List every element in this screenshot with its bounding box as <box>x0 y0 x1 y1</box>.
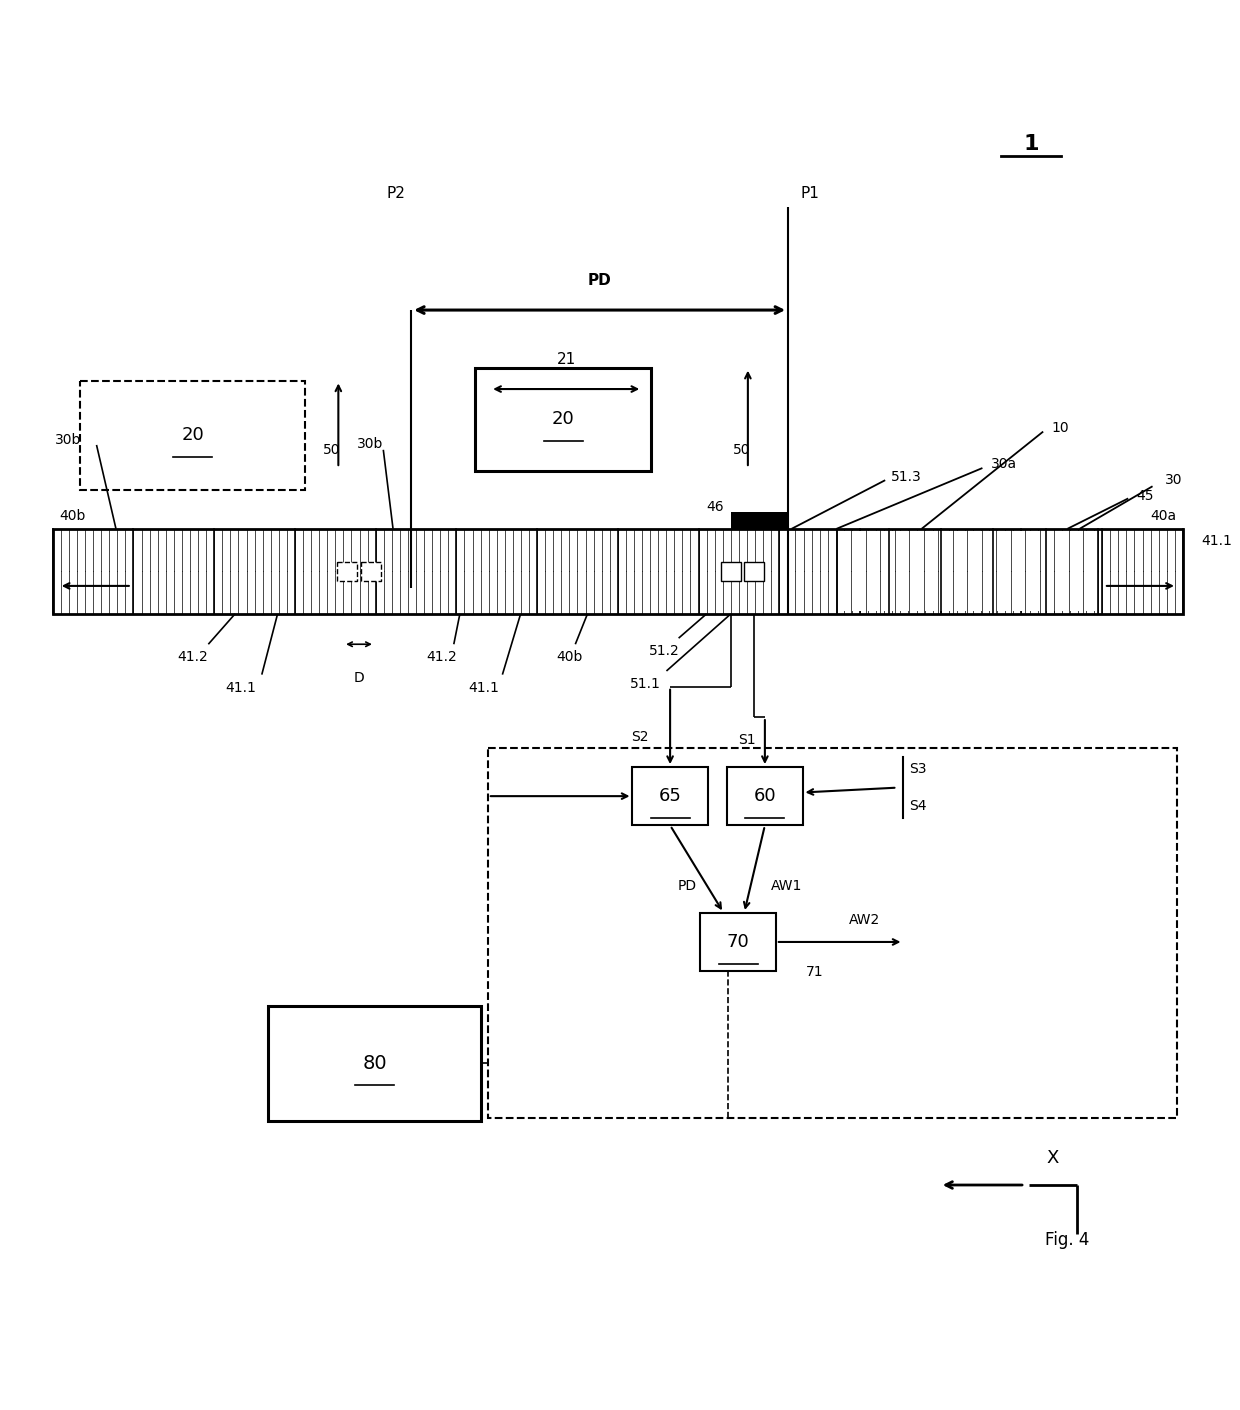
Text: 41.2: 41.2 <box>177 650 208 664</box>
Text: 30: 30 <box>1164 474 1182 488</box>
Text: 60: 60 <box>754 787 776 805</box>
Text: S4: S4 <box>909 799 928 812</box>
Text: 50: 50 <box>733 443 750 457</box>
Text: 40b: 40b <box>58 509 86 523</box>
Text: Fig. 4: Fig. 4 <box>1045 1231 1090 1249</box>
Bar <box>722 561 740 581</box>
Text: 41.1: 41.1 <box>226 681 257 695</box>
Bar <box>337 561 357 581</box>
Bar <box>361 561 381 581</box>
Text: 40a: 40a <box>1151 509 1177 523</box>
Text: 65: 65 <box>658 787 682 805</box>
Text: 30b: 30b <box>357 437 383 451</box>
Text: 51.3: 51.3 <box>892 470 923 484</box>
Text: S3: S3 <box>909 763 928 777</box>
Bar <box>269 1005 481 1121</box>
Bar <box>487 747 1177 1118</box>
Bar <box>744 561 764 581</box>
Text: 50: 50 <box>324 443 341 457</box>
Bar <box>727 767 802 825</box>
Text: 10: 10 <box>1052 422 1069 434</box>
Bar <box>632 767 708 825</box>
Bar <box>837 532 1097 612</box>
Text: 30a: 30a <box>991 457 1017 471</box>
Bar <box>701 912 776 971</box>
Bar <box>475 368 651 471</box>
Text: 41.2: 41.2 <box>427 650 458 664</box>
Text: PD: PD <box>677 878 697 893</box>
Text: 51.1: 51.1 <box>630 677 661 691</box>
Text: AW1: AW1 <box>771 878 802 893</box>
Text: 70: 70 <box>727 933 749 950</box>
Bar <box>730 512 789 529</box>
Text: S1: S1 <box>738 733 755 747</box>
Text: AW2: AW2 <box>848 914 880 928</box>
Text: 45: 45 <box>1137 489 1154 503</box>
Bar <box>81 381 305 489</box>
Text: D: D <box>353 671 365 685</box>
Text: 1: 1 <box>1023 134 1039 154</box>
Text: PD: PD <box>588 274 611 288</box>
Text: X: X <box>1047 1149 1059 1167</box>
Text: 80: 80 <box>362 1055 387 1073</box>
Text: 40b: 40b <box>556 650 583 664</box>
Text: 51.2: 51.2 <box>649 644 680 658</box>
Bar <box>53 529 1183 613</box>
Text: 71: 71 <box>806 966 823 980</box>
Text: P2: P2 <box>387 186 405 200</box>
Text: 21: 21 <box>557 352 575 367</box>
Text: P1: P1 <box>800 186 818 200</box>
Text: 41.1: 41.1 <box>469 681 500 695</box>
Text: 46: 46 <box>706 501 724 515</box>
Text: 30b: 30b <box>56 433 82 447</box>
Text: 41.1: 41.1 <box>1202 534 1233 548</box>
Text: S2: S2 <box>631 729 649 743</box>
Text: 20: 20 <box>552 410 574 429</box>
Text: 20: 20 <box>181 426 203 444</box>
